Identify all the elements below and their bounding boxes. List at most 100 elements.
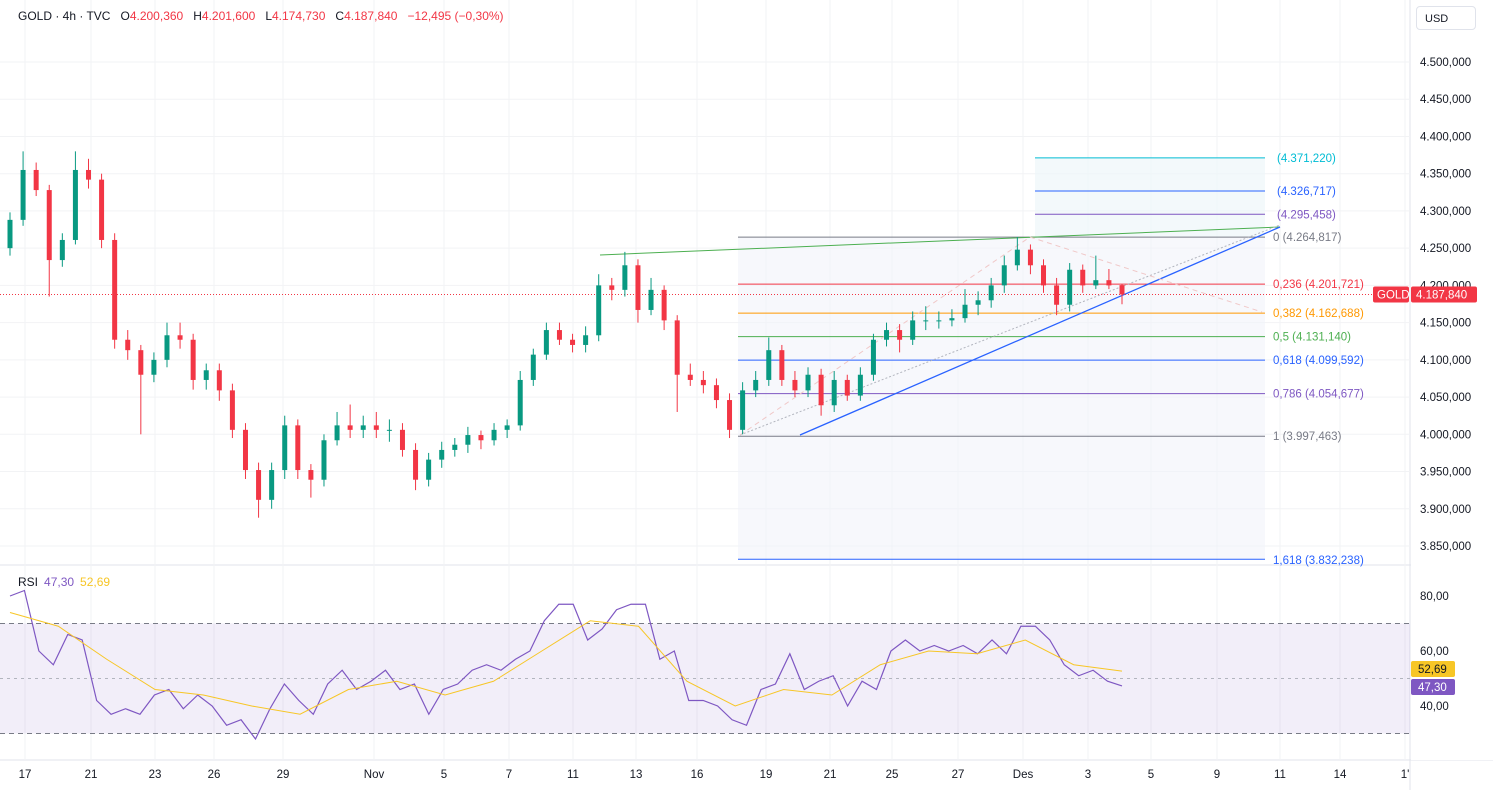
time-tick-label: 13 — [630, 769, 643, 781]
rsi-badge: 47,30 — [1418, 682, 1447, 694]
candle-body — [373, 425, 379, 430]
price-tick-label: 4.500,000 — [1420, 57, 1471, 69]
candle-body — [242, 429, 248, 471]
candle-body — [857, 374, 863, 396]
candle-body — [570, 339, 576, 345]
time-tick-label: 29 — [277, 769, 290, 781]
candle-body — [295, 425, 301, 471]
candle-body — [661, 289, 667, 321]
trendlines[interactable] — [0, 224, 1410, 436]
change-value: −12,495 (−0,30%) — [407, 9, 504, 23]
candle-body — [439, 449, 445, 460]
candle-body — [282, 425, 288, 471]
rsi-ma-badge-bg — [1411, 661, 1455, 677]
candle-body — [59, 239, 65, 261]
support-trendline — [799, 226, 1281, 436]
candle-body — [504, 425, 510, 430]
candle-body — [33, 169, 39, 191]
candle-body — [635, 265, 641, 310]
candle-body — [713, 385, 719, 401]
candle-body — [949, 318, 955, 321]
rsi-badge-bg — [1411, 679, 1455, 695]
fib-level-label: 1 (3.997,463) — [1273, 431, 1342, 443]
candle-body — [177, 335, 183, 340]
symbol-title: GOLD · 4h · TVC — [18, 9, 111, 23]
candles — [7, 151, 1125, 518]
candle-body — [465, 435, 471, 445]
candle-body — [1054, 285, 1060, 305]
rsi-ma-badge: 52,69 — [1418, 664, 1447, 676]
dotted-trendline — [739, 224, 1281, 436]
rsi-tick-label: 40,00 — [1420, 701, 1449, 713]
candle-body — [20, 169, 26, 220]
fib-extension-label: (4.326,717) — [1277, 186, 1336, 198]
fib-extension-label: (4.295,458) — [1277, 209, 1336, 221]
rsi-pane — [0, 589, 1410, 741]
candle-body — [1106, 280, 1112, 286]
symbol-legend: GOLD · 4h · TVC O4.200,360 H4.201,600 L4… — [18, 9, 504, 23]
fib-level-label: 0,786 (4.054,677) — [1273, 389, 1364, 401]
fibonacci-retracement[interactable]: 0 (4.264,817) 0,236 (4.201,721) 0,382 (4.1… — [738, 153, 1364, 567]
candle-body — [910, 320, 916, 340]
close-value: 4.187,840 — [344, 9, 398, 23]
candle-body — [962, 304, 968, 319]
price-tick-label: 4.100,000 — [1420, 355, 1471, 367]
candle-body — [99, 179, 105, 240]
time-tick-label: 3 — [1085, 769, 1091, 781]
candle-body — [1014, 249, 1020, 266]
fib-zone — [738, 237, 1265, 560]
price-tick-label: 4.400,000 — [1420, 131, 1471, 143]
rsi-ma-line — [9, 612, 1123, 715]
candle-body — [583, 335, 589, 345]
time-tick-label: 7 — [506, 769, 512, 781]
candle-body — [7, 219, 13, 249]
price-tick-label: 4.350,000 — [1420, 169, 1471, 181]
candle-body — [792, 379, 798, 391]
candle-body — [753, 379, 759, 391]
candle-body — [700, 379, 706, 386]
candle-body — [478, 435, 484, 441]
candle-body — [164, 335, 170, 360]
time-tick-label: 5 — [441, 769, 447, 781]
price-tick-label: 4.150,000 — [1420, 318, 1471, 330]
candle-body — [1080, 269, 1086, 286]
price-badge-value: 4.187,840 — [1416, 289, 1467, 301]
time-tick-label: 21 — [85, 769, 98, 781]
price-badge-bg — [1411, 286, 1477, 303]
candle-body — [125, 339, 131, 351]
candle-body — [256, 470, 262, 500]
fib-level-label: 0 (4.264,817) — [1273, 232, 1342, 244]
candle-body — [740, 390, 746, 430]
candle-body — [269, 470, 275, 500]
currency-button[interactable]: USD — [1416, 6, 1476, 30]
rsi-line — [9, 589, 1123, 741]
candle-body — [452, 444, 458, 450]
price-tick-label: 3.850,000 — [1420, 541, 1471, 553]
dashed-projection — [739, 236, 1263, 436]
candle-body — [884, 330, 890, 340]
candle-body — [530, 354, 536, 380]
rsi-ma-value: 52,69 — [80, 575, 111, 589]
candle-body — [203, 370, 209, 380]
time-axis[interactable]: 17 21 23 26 29 Nov 5 7 11 13 16 19 21 25 27 Des 3 5 9 11 14 1… — [19, 769, 1410, 781]
candle-body — [46, 190, 52, 261]
time-tick-label: 1' — [1401, 769, 1410, 781]
candle-body — [360, 425, 366, 430]
time-tick-label: 25 — [886, 769, 899, 781]
time-tick-label: 11 — [567, 769, 579, 781]
fib-extension-label: (4.371,220) — [1277, 153, 1336, 165]
time-tick-label: 16 — [691, 769, 704, 781]
time-tick-label: 14 — [1334, 769, 1347, 781]
candle-body — [413, 449, 419, 480]
candle-body — [844, 379, 850, 396]
candle-body — [831, 379, 837, 406]
candle-body — [517, 379, 523, 426]
time-tick-label: 9 — [1214, 769, 1220, 781]
rsi-value: 47,30 — [44, 575, 75, 589]
price-axis[interactable]: 4.500,000 4.450,000 4.400,000 4.350,000 4.30… — [1373, 0, 1493, 760]
candle-body — [596, 285, 602, 336]
candle-body — [138, 350, 144, 375]
candle-body — [1041, 265, 1047, 286]
candle-body — [923, 320, 929, 322]
